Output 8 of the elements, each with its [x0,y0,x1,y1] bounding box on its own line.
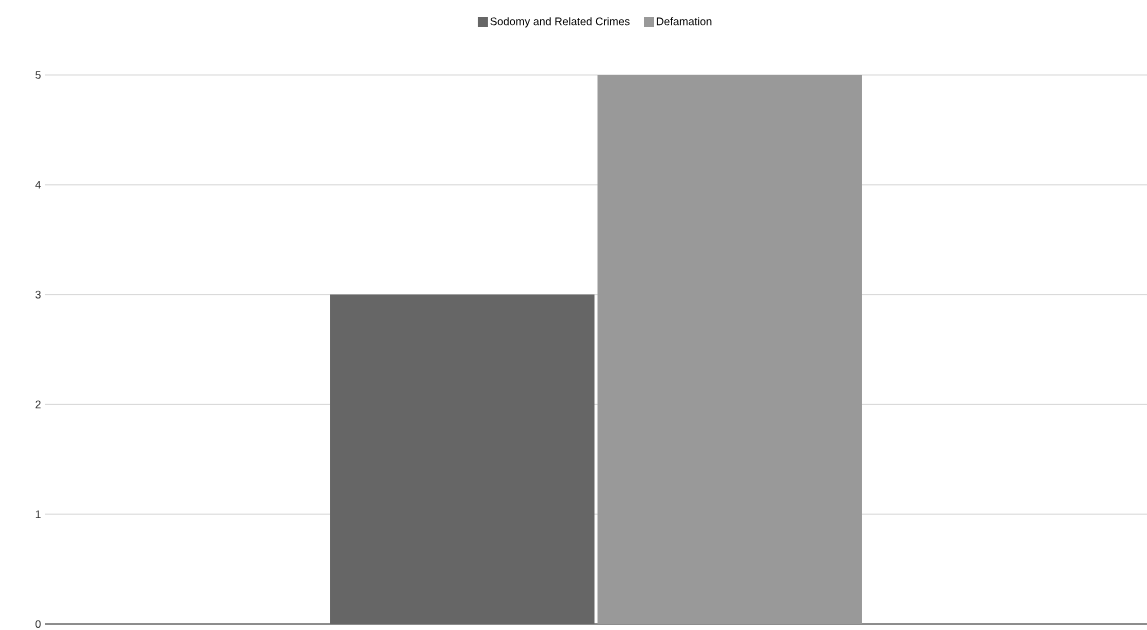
y-tick-label: 3 [35,290,41,299]
y-tick-label: 4 [35,181,41,189]
y-tick-label: 0 [35,620,41,628]
legend-label: Defamation [656,17,712,26]
legend-label: Sodomy and Related Crimes [490,17,630,28]
y-tick-label: 1 [35,510,41,518]
y-tick-label: 5 [35,71,41,79]
y-tick-label: 2 [35,400,41,409]
